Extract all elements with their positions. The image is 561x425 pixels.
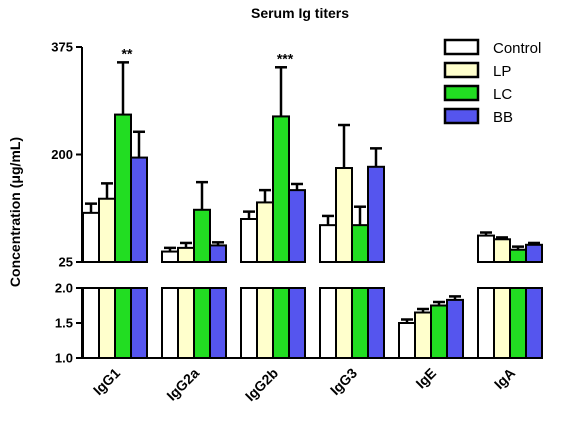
bar-group (509, 245, 527, 359)
bar-group (525, 241, 543, 359)
x-tick-label: IgG2a (163, 365, 202, 404)
bar-bb-iga (525, 243, 543, 264)
y-upper-tick-label: 25 (59, 255, 73, 270)
bar-stub (98, 287, 116, 359)
bar-group (193, 180, 211, 359)
bar-stub (114, 287, 132, 359)
bar-lc-ige (430, 304, 448, 359)
bar-bb-ige (446, 298, 464, 359)
bar-bb-igg2a (209, 244, 227, 264)
bar-control-igg2b (240, 218, 258, 263)
bar-stub (335, 287, 353, 359)
x-tick-label: IgG1 (90, 365, 123, 398)
bars: ** *** (82, 45, 543, 359)
bar-lc-igg2a (193, 208, 211, 264)
bar-group (82, 202, 100, 359)
bar-lc-iga (509, 248, 527, 263)
bar-control-ige (398, 322, 416, 359)
bar-group (288, 182, 306, 359)
legend-swatch-lp (443, 61, 480, 79)
bar-stub (177, 287, 195, 359)
bar-group (272, 66, 290, 359)
bar-lp-igg1 (98, 197, 116, 264)
bar-control-iga (477, 234, 495, 263)
bar-group (430, 300, 448, 359)
bar-stub (288, 287, 306, 359)
bar-group (240, 210, 258, 359)
bar-stub (256, 287, 274, 359)
chart-title: Serum Ig titers (251, 5, 349, 21)
bar-group (114, 61, 132, 359)
bar-control-igg1 (82, 211, 100, 264)
y-axis-label: Concentration (μg/mL) (7, 137, 23, 287)
legend-label-lp: LP (493, 63, 511, 80)
legend-swatch-bb (443, 107, 480, 125)
bar-group (319, 214, 337, 359)
bar-stub (525, 287, 543, 359)
legend-swatch-control (443, 38, 480, 56)
bar-lc-igg2b (272, 115, 290, 263)
bar-group (98, 182, 116, 359)
y-lower-tick-label: 2.0 (55, 281, 73, 296)
bar-stub (161, 287, 179, 359)
legend-label-control: Control (493, 40, 541, 57)
bar-control-igg2a (161, 250, 179, 264)
bar-stub (272, 287, 290, 359)
bar-group (130, 130, 148, 359)
bar-group (209, 241, 227, 359)
bar-control-igg3 (319, 224, 337, 263)
bar-group (367, 147, 385, 359)
bar-stub (82, 287, 100, 359)
bar-group (398, 318, 416, 359)
y-lower-tick-label: 1.0 (55, 351, 73, 366)
x-tick-label: IgG3 (327, 365, 360, 398)
bar-group (335, 123, 353, 359)
bar-stub (130, 287, 148, 359)
bar-group (414, 307, 432, 359)
legend: Control LP LC BB (443, 38, 541, 126)
bar-stub (493, 287, 511, 359)
bar-stub (367, 287, 385, 359)
bar-group (351, 205, 369, 359)
bar-stub (193, 287, 211, 359)
bar-group (446, 295, 464, 359)
bar-bb-igg2b (288, 189, 306, 263)
bar-stub (477, 287, 495, 359)
bar-stub (240, 287, 258, 359)
bar-group (256, 188, 274, 359)
significance-label: ** (122, 45, 133, 61)
bar-lp-ige (414, 311, 432, 359)
bar-group (493, 236, 511, 359)
bar-stub (509, 287, 527, 359)
bar-bb-igg1 (130, 156, 148, 263)
bar-group (177, 241, 195, 359)
bar-group (161, 246, 179, 359)
bar-lp-igg3 (335, 167, 353, 263)
bar-bb-igg3 (367, 165, 385, 264)
bar-lp-igg2b (256, 201, 274, 264)
bar-stub (351, 287, 369, 359)
bar-lp-iga (493, 238, 511, 263)
bar-lp-igg2a (177, 246, 195, 264)
significance-label: *** (277, 50, 294, 66)
x-tick-label: IgG2b (242, 365, 281, 404)
bar-lc-igg3 (351, 224, 369, 263)
legend-swatch-lc (443, 84, 480, 102)
bar-lc-igg1 (114, 113, 132, 263)
y-upper-tick-label: 200 (51, 147, 73, 162)
x-tick-label: IgA (491, 365, 518, 392)
y-lower-tick-label: 1.5 (55, 316, 73, 331)
bar-group (477, 231, 495, 359)
x-tick-label: IgE (412, 365, 439, 392)
bar-stub (319, 287, 337, 359)
legend-label-lc: LC (493, 86, 512, 103)
bar-stub (209, 287, 227, 359)
legend-label-bb: BB (493, 109, 513, 126)
y-upper-tick-label: 375 (51, 40, 73, 55)
